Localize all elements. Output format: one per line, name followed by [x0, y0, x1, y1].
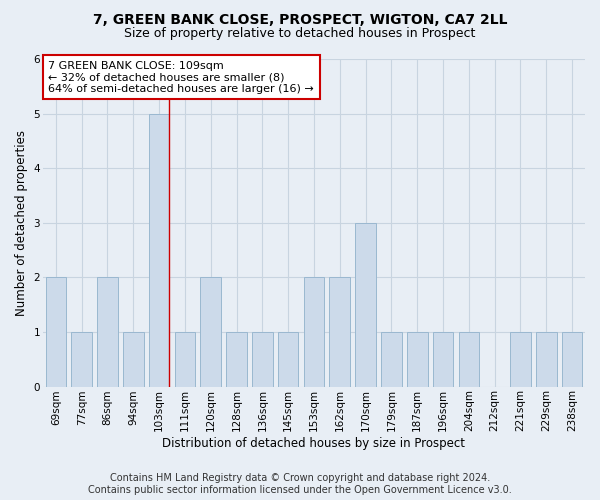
- Bar: [200, 278, 221, 386]
- Text: 7 GREEN BANK CLOSE: 109sqm
← 32% of detached houses are smaller (8)
64% of semi-: 7 GREEN BANK CLOSE: 109sqm ← 32% of deta…: [49, 60, 314, 94]
- Bar: [149, 114, 169, 386]
- Text: 7, GREEN BANK CLOSE, PROSPECT, WIGTON, CA7 2LL: 7, GREEN BANK CLOSE, PROSPECT, WIGTON, C…: [93, 12, 507, 26]
- Bar: [562, 332, 583, 386]
- Bar: [536, 332, 557, 386]
- Bar: [226, 332, 247, 386]
- Bar: [329, 278, 350, 386]
- Bar: [97, 278, 118, 386]
- Bar: [458, 332, 479, 386]
- Text: Size of property relative to detached houses in Prospect: Size of property relative to detached ho…: [124, 28, 476, 40]
- Bar: [252, 332, 272, 386]
- Y-axis label: Number of detached properties: Number of detached properties: [15, 130, 28, 316]
- Bar: [175, 332, 195, 386]
- Bar: [510, 332, 531, 386]
- Bar: [381, 332, 402, 386]
- Bar: [278, 332, 298, 386]
- Text: Contains HM Land Registry data © Crown copyright and database right 2024.
Contai: Contains HM Land Registry data © Crown c…: [88, 474, 512, 495]
- Bar: [71, 332, 92, 386]
- X-axis label: Distribution of detached houses by size in Prospect: Distribution of detached houses by size …: [163, 437, 466, 450]
- Bar: [123, 332, 143, 386]
- Bar: [46, 278, 66, 386]
- Bar: [355, 223, 376, 386]
- Bar: [407, 332, 428, 386]
- Bar: [304, 278, 325, 386]
- Bar: [433, 332, 454, 386]
